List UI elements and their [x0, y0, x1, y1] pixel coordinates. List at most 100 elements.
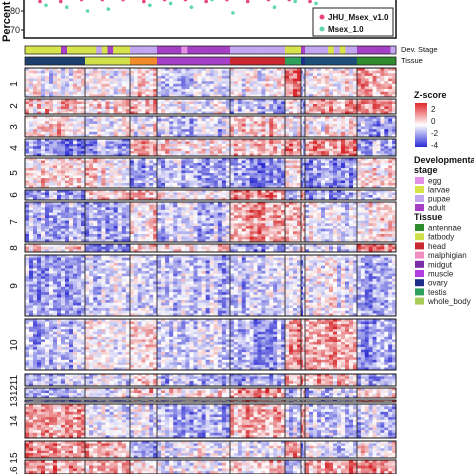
heatmap-cell [321, 101, 326, 105]
heatmap-cell [325, 68, 330, 71]
heatmap-cell [165, 160, 170, 164]
heatmap-cell [273, 175, 278, 179]
heatmap-cell [364, 106, 369, 110]
heatmap-cell [353, 141, 358, 145]
heatmap-cell [273, 89, 278, 92]
heatmap-cell [249, 197, 254, 201]
heatmap-cell [337, 146, 342, 149]
heatmap-cell [193, 104, 198, 107]
heatmap-cell [357, 151, 362, 154]
heatmap-cell [245, 116, 250, 119]
heatmap-cell [109, 160, 114, 164]
heatmap-cell [41, 139, 46, 142]
heatmap-cell [77, 99, 82, 102]
heatmap-cell [257, 141, 262, 145]
heatmap-cell [133, 170, 138, 174]
heatmap-cell [141, 116, 146, 119]
heatmap-cell [237, 173, 243, 176]
heatmap-cell [285, 121, 290, 125]
heatmap-cell [305, 94, 310, 98]
heatmap-cell [209, 180, 215, 184]
heatmap-cell [293, 68, 298, 71]
heatmap-cell [277, 101, 282, 105]
heatmap-cell [277, 91, 282, 95]
heatmap-cell [293, 118, 298, 122]
heatmap-cell [261, 195, 266, 198]
heatmap-cell [185, 183, 190, 186]
heatmap-cell [201, 104, 206, 107]
heatmap-cell [117, 139, 123, 142]
heatmap-cell [237, 78, 243, 82]
heatmap-cell [392, 148, 397, 152]
heatmap-cell [245, 129, 250, 132]
heatmap-cell [101, 75, 106, 79]
heatmap-cell [333, 129, 338, 132]
heatmap-cell [61, 68, 66, 71]
heatmap-cell [201, 131, 206, 135]
heatmap-cell [321, 121, 326, 125]
heatmap-cell [161, 151, 166, 154]
heatmap-cell [321, 190, 326, 193]
heatmap-cell [245, 111, 250, 115]
heatmap-cell [181, 143, 186, 147]
heatmap-cell [341, 178, 346, 181]
heatmap-cell [285, 101, 290, 105]
heatmap-cell [253, 68, 258, 71]
heatmap-cell [65, 68, 70, 71]
heatmap-cell [49, 129, 54, 132]
heatmap-cell [269, 68, 274, 71]
heatmap-cell [209, 70, 215, 74]
heatmap-cell [217, 68, 223, 71]
heatmap-cell [85, 180, 90, 184]
heatmap-cell [89, 175, 94, 179]
heatmap-cell [197, 180, 202, 184]
heatmap-cell [165, 197, 170, 201]
heatmap-cell [261, 131, 266, 135]
cluster-frame [24, 189, 397, 201]
heatmap-cell [149, 101, 154, 105]
heatmap-cell [277, 134, 282, 138]
heatmap-cell [29, 139, 34, 142]
heatmap-cell [230, 158, 235, 161]
heatmap-cell [85, 68, 90, 71]
heatmap-cell [201, 106, 206, 110]
heatmap-cell [49, 83, 54, 87]
heatmap-cell [230, 118, 235, 122]
heatmap-cell [293, 141, 298, 145]
heatmap-cell [303, 101, 306, 105]
heatmap-cell [97, 70, 102, 74]
heatmap-cell [285, 134, 290, 138]
heatmap-cell [201, 70, 206, 74]
heatmap-cell [309, 121, 314, 125]
dev-stage-cell [333, 46, 340, 54]
heatmap-cell [241, 81, 246, 85]
heatmap-cell [25, 195, 30, 198]
heatmap-cell [237, 163, 243, 166]
heatmap-cell [341, 163, 346, 166]
heatmap-cell [380, 99, 385, 102]
heatmap-cell [217, 104, 223, 107]
heatmap-cell [345, 129, 350, 132]
heatmap-cell [341, 192, 346, 196]
heatmap-cell [81, 207, 86, 211]
heatmap-cell [289, 175, 294, 179]
heatmap-cell [225, 123, 231, 127]
heatmap-cell [145, 131, 150, 135]
heatmap-cell [392, 106, 397, 110]
heatmap-cell [89, 86, 94, 90]
heatmap-cell [368, 134, 373, 138]
heatmap-cell [141, 78, 146, 82]
heatmap-cell [93, 75, 98, 79]
heatmap-cell [161, 146, 166, 149]
heatmap-cell [41, 170, 46, 174]
heatmap-cell [372, 160, 377, 164]
heatmap-cell [341, 168, 346, 171]
heatmap-cell [245, 175, 250, 179]
heatmap-cell [285, 163, 290, 166]
heatmap-cell [360, 118, 366, 122]
heatmap-cell [89, 220, 94, 224]
heatmap-cell [372, 146, 377, 149]
heatmap-cell [145, 185, 150, 189]
heatmap-cell [105, 109, 110, 112]
heatmap-cell [225, 146, 231, 149]
